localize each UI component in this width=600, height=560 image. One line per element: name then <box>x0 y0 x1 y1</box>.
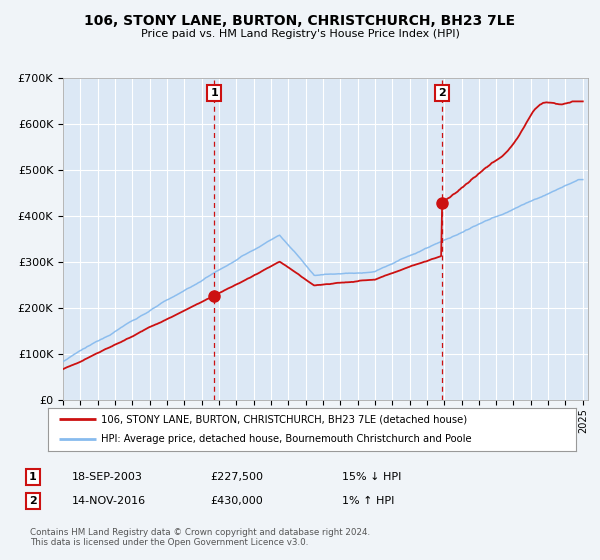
Text: 14-NOV-2016: 14-NOV-2016 <box>72 496 146 506</box>
Text: 1: 1 <box>29 472 37 482</box>
Text: Price paid vs. HM Land Registry's House Price Index (HPI): Price paid vs. HM Land Registry's House … <box>140 29 460 39</box>
Text: 1: 1 <box>210 88 218 98</box>
Text: 15% ↓ HPI: 15% ↓ HPI <box>342 472 401 482</box>
Text: 106, STONY LANE, BURTON, CHRISTCHURCH, BH23 7LE: 106, STONY LANE, BURTON, CHRISTCHURCH, B… <box>85 14 515 28</box>
Text: HPI: Average price, detached house, Bournemouth Christchurch and Poole: HPI: Average price, detached house, Bour… <box>101 434 472 444</box>
Text: £430,000: £430,000 <box>210 496 263 506</box>
Text: 106, STONY LANE, BURTON, CHRISTCHURCH, BH23 7LE (detached house): 106, STONY LANE, BURTON, CHRISTCHURCH, B… <box>101 414 467 424</box>
Text: 2: 2 <box>29 496 37 506</box>
Text: £227,500: £227,500 <box>210 472 263 482</box>
Text: Contains HM Land Registry data © Crown copyright and database right 2024.
This d: Contains HM Land Registry data © Crown c… <box>30 528 370 547</box>
Text: 2: 2 <box>438 88 446 98</box>
Text: 18-SEP-2003: 18-SEP-2003 <box>72 472 143 482</box>
Text: 1% ↑ HPI: 1% ↑ HPI <box>342 496 394 506</box>
